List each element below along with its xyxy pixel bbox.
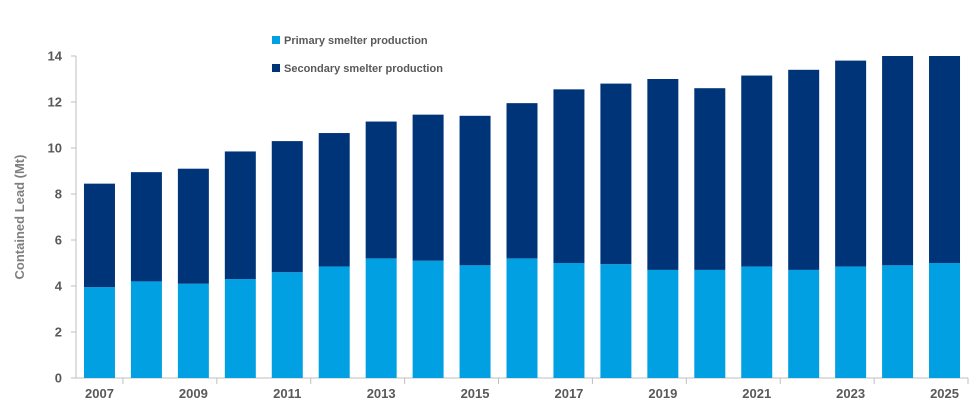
- legend: Primary smelter production Secondary smel…: [272, 35, 443, 75]
- bar-primary-2011: [271, 272, 303, 378]
- bar-secondary-2010: [224, 151, 256, 280]
- bar-secondary-2016: [506, 103, 538, 259]
- bar-primary-2021: [741, 266, 773, 378]
- bar-primary-2017: [553, 263, 585, 378]
- x-tick-label: 2025: [930, 386, 959, 401]
- legend-swatch-primary: [272, 36, 280, 44]
- bar-primary-2010: [224, 279, 256, 378]
- bar-secondary-2018: [600, 83, 632, 265]
- y-ticks: 0 2 4 6 8 10 12 14: [48, 49, 76, 386]
- bar-primary-2012: [318, 266, 350, 378]
- x-tick-label: 2017: [554, 386, 583, 401]
- legend-label-secondary: Secondary smelter production: [284, 63, 443, 75]
- bar-secondary-2012: [318, 133, 350, 267]
- bar-secondary-2007: [83, 183, 115, 288]
- x-ticks: 2007 2009 2011 2013 2015 2017 2019 2021 2023 2025: [85, 378, 969, 401]
- y-tick-label: 8: [55, 187, 62, 202]
- bar-secondary-2020: [694, 88, 726, 270]
- bar-secondary-2024: [882, 56, 914, 266]
- y-tick-label: 14: [48, 49, 63, 64]
- legend-label-primary: Primary smelter production: [284, 35, 428, 47]
- bar-primary-2014: [412, 260, 444, 378]
- x-tick-label: 2011: [273, 386, 301, 401]
- bar-primary-2025: [929, 263, 961, 378]
- y-tick-label: 4: [55, 279, 63, 294]
- bar-primary-2018: [600, 264, 632, 378]
- bar-secondary-2011: [271, 141, 303, 273]
- y-tick-label: 2: [55, 325, 62, 340]
- bar-secondary-2019: [647, 79, 679, 270]
- bar-secondary-2015: [459, 115, 491, 266]
- bar-secondary-2014: [412, 114, 444, 261]
- y-tick-label: 0: [55, 371, 62, 386]
- bar-secondary-2023: [835, 60, 867, 267]
- x-tick-label: 2007: [85, 386, 114, 401]
- bar-primary-2022: [788, 269, 820, 378]
- x-tick-label: 2019: [648, 386, 677, 401]
- y-tick-label: 10: [48, 141, 62, 156]
- bar-primary-2020: [694, 269, 726, 378]
- bar-primary-2013: [365, 258, 397, 378]
- bar-secondary-2021: [741, 75, 773, 267]
- bar-primary-2019: [647, 269, 679, 378]
- bar-primary-2016: [506, 258, 538, 378]
- y-axis-title: Contained Lead (Mt): [12, 155, 27, 280]
- x-tick-label: 2023: [836, 386, 865, 401]
- bar-primary-2007: [83, 287, 115, 378]
- bar-secondary-2009: [177, 168, 209, 284]
- x-tick-label: 2009: [179, 386, 208, 401]
- legend-swatch-secondary: [272, 64, 280, 72]
- bar-primary-2009: [177, 283, 209, 378]
- bar-secondary-2025: [929, 56, 961, 263]
- x-tick-label: 2015: [461, 386, 490, 401]
- bar-secondary-2008: [130, 172, 162, 282]
- bar-secondary-2022: [788, 69, 820, 270]
- bar-primary-2023: [835, 266, 867, 378]
- y-tick-label: 6: [55, 233, 62, 248]
- bar-primary-2008: [130, 281, 162, 378]
- bar-secondary-2013: [365, 121, 397, 259]
- bar-primary-2024: [882, 265, 914, 378]
- bar-primary-2015: [459, 265, 491, 378]
- y-tick-label: 12: [48, 95, 62, 110]
- x-tick-label: 2013: [367, 386, 396, 401]
- bar-secondary-2017: [553, 89, 585, 263]
- bars: [83, 56, 961, 378]
- x-tick-label: 2021: [742, 386, 771, 401]
